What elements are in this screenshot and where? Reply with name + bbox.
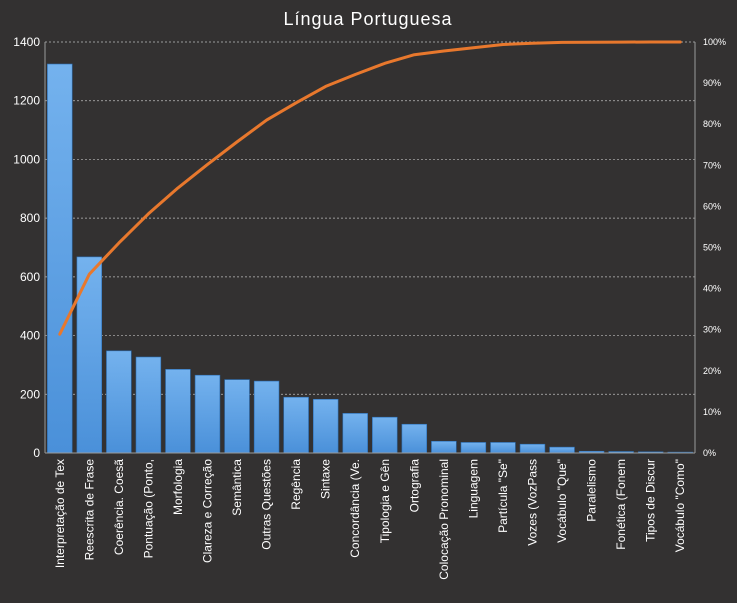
bar [135, 356, 162, 454]
bar [372, 416, 398, 454]
x-tick-label: Interpretação de Tex [53, 459, 67, 568]
x-tick-label: Tipos de Discur [644, 459, 658, 542]
x-tick-label: Vozes (VozPass [526, 459, 540, 546]
bar [460, 442, 487, 454]
y2-tick-label: 80% [703, 119, 721, 129]
grid-layer [45, 41, 695, 395]
bar [312, 398, 339, 454]
x-tick-label: Ortografia [407, 459, 421, 513]
x-tick-label: Regência [289, 459, 303, 510]
y2-tick-label: 70% [703, 160, 721, 170]
y2-axis: 0% 10% 20% 30% 40% 50% 60% 70% 80% 90% 100% [703, 37, 726, 458]
x-tick-label: Partícula "Se" [496, 459, 510, 533]
y2-tick-label: 90% [703, 78, 721, 88]
x-tick-label: Vocábulo "Que" [555, 459, 569, 543]
y2-tick-label: 0% [703, 448, 716, 458]
cumulative-line [58, 40, 682, 336]
y2-tick-label: 40% [703, 284, 721, 294]
y2-tick-label: 50% [703, 243, 721, 253]
bar [401, 423, 428, 454]
x-tick-label: Paralelismo [585, 459, 599, 522]
bar [165, 369, 191, 454]
line-layer [58, 40, 682, 336]
y-tick-label: 800 [20, 211, 40, 225]
y2-tick-label: 20% [703, 366, 721, 376]
x-tick-label: Concordância (Ve. [348, 459, 362, 558]
bar [342, 413, 368, 454]
bar [194, 374, 221, 454]
x-tick-label: Colocação Pronominal [437, 459, 451, 580]
x-tick-label: Clareza e Correção [201, 459, 215, 563]
bar [224, 379, 250, 454]
bar [490, 442, 516, 454]
y-tick-label: 600 [20, 270, 40, 284]
y-tick-label: 400 [20, 329, 40, 343]
bar [431, 440, 457, 454]
bar [106, 350, 132, 454]
bar-layer [47, 63, 693, 454]
x-axis: Interpretação de Tex Reescrita de Frase Co… [53, 459, 687, 580]
x-tick-label: Sintaxe [319, 459, 333, 499]
x-tick-label: Coerência. Coesã [112, 459, 126, 555]
x-tick-label: Pontuação (Ponto, [141, 459, 155, 558]
x-tick-label: Linguagem [466, 459, 480, 518]
bar [76, 256, 103, 454]
bar [283, 396, 309, 454]
x-tick-label: Outras Questões [260, 459, 274, 550]
x-tick-label: Fonética (Fonem [614, 459, 628, 550]
bar [253, 380, 280, 454]
y2-tick-label: 100% [703, 37, 726, 47]
y-tick-label: 1400 [13, 35, 40, 49]
x-tick-label: Semântica [230, 459, 244, 516]
y2-tick-label: 30% [703, 325, 721, 335]
chart-title: Língua Portuguesa [283, 9, 452, 29]
x-tick-label: Vocábulo "Como" [673, 459, 687, 552]
y-tick-label: 0 [33, 446, 40, 460]
y-axis: 0 200 400 600 800 1000 1200 1400 [13, 35, 696, 460]
y-tick-label: 1200 [13, 94, 40, 108]
bar [47, 63, 73, 454]
bar [549, 446, 575, 454]
y-tick-label: 200 [20, 387, 40, 401]
y-tick-label: 1000 [13, 152, 40, 166]
x-tick-label: Morfologia [171, 459, 185, 515]
y2-tick-label: 60% [703, 201, 721, 211]
bar [519, 443, 546, 454]
x-tick-label: Reescrita de Frase [82, 459, 96, 561]
y2-tick-label: 10% [703, 407, 721, 417]
x-tick-label: Tipologia e Gên [378, 459, 392, 543]
